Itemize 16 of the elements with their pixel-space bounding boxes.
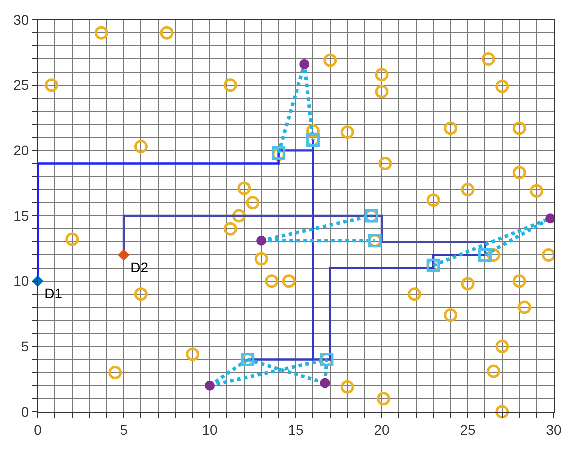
y-tick-label: 20 xyxy=(14,142,30,159)
y-tick-label: 0 xyxy=(21,404,30,420)
x-tick-label: 5 xyxy=(120,422,128,438)
x-tick-label: 20 xyxy=(374,422,390,438)
x-tick-label: 0 xyxy=(34,422,42,438)
series-label: D1 xyxy=(44,285,63,302)
x-tick-label: 30 xyxy=(546,422,562,438)
y-tick-label: 15 xyxy=(14,208,30,224)
y-tick-label: 30 xyxy=(14,12,30,28)
x-tick-label: 10 xyxy=(202,422,218,438)
y-tick-label: 5 xyxy=(21,338,30,355)
x-tick-label: 15 xyxy=(288,422,304,438)
y-tick-label: 10 xyxy=(14,273,30,290)
x-tick-label: 25 xyxy=(460,422,476,438)
y-tick-label: 25 xyxy=(14,77,30,94)
series-label: D2 xyxy=(130,259,149,276)
